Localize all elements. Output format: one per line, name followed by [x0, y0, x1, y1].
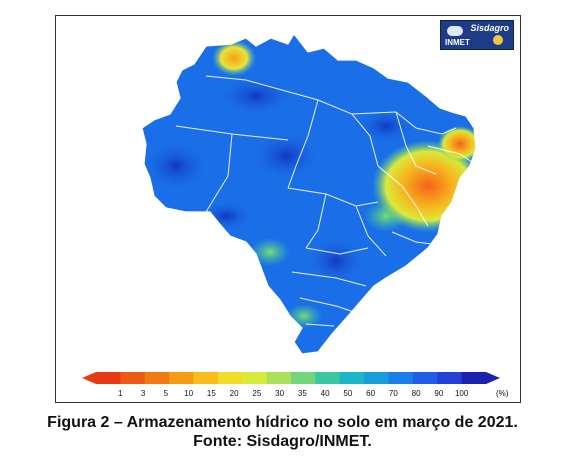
figure-source: Fonte: Sisdagro/INMET. — [193, 433, 372, 450]
color-legend: 1 3 5 10 15 20 25 30 35 40 50 60 70 80 90 100 (%) — [76, 368, 509, 398]
legend-tick-label: 15 — [207, 389, 216, 398]
legend-tick-label: 80 — [412, 389, 421, 398]
legend-tick-label: 20 — [230, 389, 239, 398]
legend-tick-label: 3 — [141, 389, 146, 398]
legend-swatch — [388, 372, 414, 384]
legend-tick-label: 40 — [321, 389, 330, 398]
legend-tick-label: 30 — [275, 389, 284, 398]
legend-swatch — [217, 372, 243, 384]
legend-swatch — [339, 372, 365, 384]
legend-swatch — [364, 372, 389, 384]
legend-tick-label: 5 — [164, 389, 169, 398]
legend-tick-label: 35 — [298, 389, 307, 398]
legend-tick-label: 90 — [434, 389, 443, 398]
legend-tick-label: 1 — [118, 389, 123, 398]
legend-swatch — [169, 372, 194, 384]
cloud-icon — [447, 26, 463, 36]
legend-arrow-left — [82, 372, 96, 384]
legend-unit: (%) — [496, 389, 509, 398]
sisdagro-inmet-logo: Sisdagro INMET — [440, 20, 514, 50]
legend-swatch — [266, 372, 292, 384]
legend-tick-label: 60 — [366, 389, 375, 398]
legend-swatch — [291, 372, 316, 384]
legend-tick-label: 100 — [455, 389, 469, 398]
legend-tick-label: 10 — [184, 389, 193, 398]
figure-caption: Figura 2 – Armazenamento hídrico no solo… — [47, 414, 518, 431]
legend-tick-label: 50 — [343, 389, 352, 398]
sun-icon — [493, 35, 503, 45]
legend-swatch — [96, 372, 121, 384]
legend-tick-label: 70 — [389, 389, 398, 398]
legend-swatch — [315, 372, 341, 384]
map-frame: Sisdagro INMET — [55, 15, 521, 403]
logo-name: Sisdagro — [470, 23, 509, 33]
legend-swatch — [437, 372, 463, 384]
legend-tick-label: 25 — [252, 389, 261, 398]
legend-swatch — [193, 372, 219, 384]
legend-swatch — [120, 372, 146, 384]
logo-org: INMET — [445, 38, 470, 47]
legend-swatch — [461, 372, 487, 384]
legend-swatch — [242, 372, 268, 384]
brazil-soil-water-map — [141, 33, 477, 355]
legend-swatch — [144, 372, 170, 384]
legend-swatch — [412, 372, 438, 384]
legend-arrow-right — [486, 372, 500, 384]
